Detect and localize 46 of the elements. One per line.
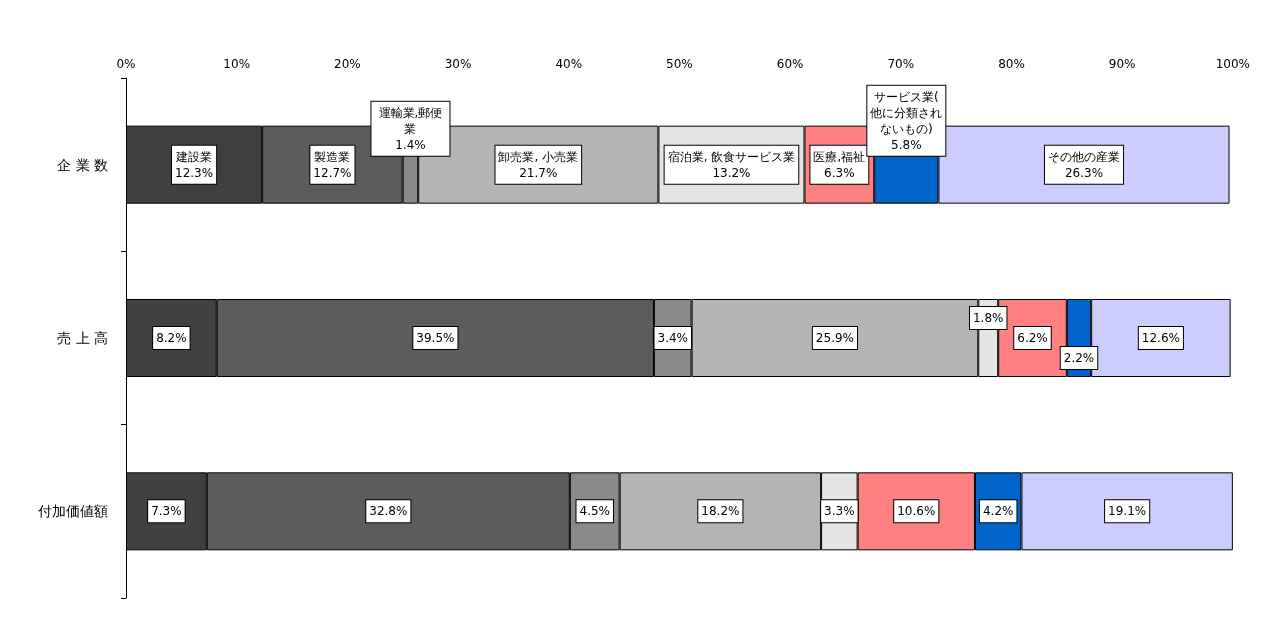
- data-label: 13.2%: [712, 165, 751, 180]
- x-tick-label: 100%: [1215, 57, 1250, 71]
- x-tick-label: 40%: [555, 57, 583, 71]
- x-tick-label: 50%: [666, 57, 693, 71]
- data-label: 21.7%: [519, 165, 558, 180]
- data-label: 4.2%: [982, 504, 1014, 519]
- series-label: サービス業(他に分類されないもの): [870, 89, 943, 136]
- data-label: 3.4%: [657, 331, 689, 345]
- x-tick-label: 60%: [776, 57, 804, 71]
- series-label: 宿泊業, 飲食サービス業: [667, 149, 796, 164]
- y-tick-label: 企 業 数: [57, 156, 108, 173]
- data-label: 8.2%: [156, 331, 187, 345]
- data-label: 39.5%: [416, 331, 455, 345]
- data-label: 26.3%: [1064, 165, 1104, 180]
- x-tick-label: 80%: [998, 57, 1025, 71]
- data-label: 19.1%: [1108, 504, 1147, 519]
- data-label: 6.2%: [1017, 331, 1048, 345]
- data-label: 12.7%: [313, 165, 352, 180]
- series-label: 卸売業, 小売業: [498, 149, 579, 164]
- data-label: 3.3%: [824, 504, 855, 519]
- x-tick-label: 10%: [223, 57, 251, 71]
- x-tick-label: 70%: [887, 57, 915, 71]
- data-label: 4.5%: [579, 504, 610, 519]
- data-label: 10.6%: [897, 504, 936, 519]
- series-label: その他の産業: [1047, 149, 1120, 164]
- data-label: 7.3%: [151, 504, 182, 519]
- data-label: 6.3%: [824, 165, 855, 180]
- y-tick-label: 売 上 高: [57, 330, 108, 346]
- data-label: 12.3%: [175, 165, 214, 180]
- x-tick-label: 20%: [334, 57, 361, 71]
- x-tick-label: 90%: [1108, 57, 1136, 71]
- x-tick-label: 0%: [116, 57, 136, 71]
- data-label: 2.2%: [1063, 351, 1095, 365]
- series-label: 製造業: [314, 149, 351, 164]
- data-label: 5.8%: [891, 137, 922, 152]
- series-label: 運輸業,郵便業: [378, 105, 443, 136]
- data-label: 25.9%: [815, 331, 854, 345]
- series-label: 医療,福祉: [813, 149, 866, 164]
- x-tick-label: 30%: [444, 57, 472, 71]
- data-label: 18.2%: [701, 504, 740, 519]
- series-label: 建設業: [175, 149, 213, 164]
- data-label: 12.6%: [1141, 331, 1180, 345]
- data-label: 1.4%: [395, 137, 426, 152]
- data-label: 32.8%: [369, 504, 408, 519]
- y-tick-label: 付加価値額: [37, 503, 108, 520]
- data-label: 1.8%: [972, 311, 1004, 325]
